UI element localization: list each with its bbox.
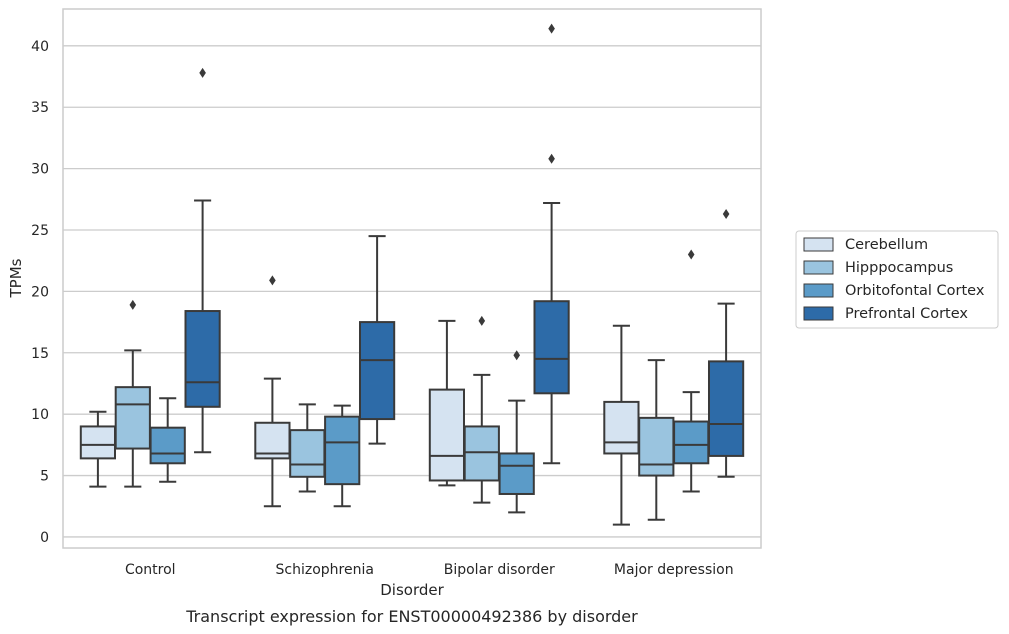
- box-plot: [149, 397, 186, 483]
- gridlines: [63, 45, 761, 538]
- plot-frame: [62, 8, 762, 549]
- box: [463, 425, 500, 482]
- box-plot: [358, 235, 396, 445]
- legend-label: Orbitofontal Cortex: [845, 283, 985, 299]
- legend: Cerebellum Hipppocampus Orbitofontal Corte…: [795, 230, 999, 329]
- box-plot: [184, 67, 221, 454]
- outlier-marker: [548, 23, 555, 34]
- box-plot: [498, 350, 535, 514]
- outlier-marker: [478, 315, 486, 326]
- box-plot: [289, 403, 326, 493]
- outlier-marker: [687, 249, 695, 260]
- x-tick-label: Major depression: [614, 562, 734, 578]
- legend-label: Cerebellum: [845, 237, 928, 253]
- y-tick-label: 20: [31, 284, 49, 300]
- box-plot: [638, 359, 675, 521]
- legend-label: Prefrontal Cortex: [845, 306, 968, 322]
- y-tick-label: 30: [31, 162, 49, 178]
- box-plot: [533, 23, 570, 465]
- outlier-marker: [129, 299, 137, 310]
- x-axis-label: Disorder: [380, 581, 444, 599]
- outlier-marker: [548, 153, 555, 164]
- box: [603, 400, 640, 455]
- x-tick-label: Control: [125, 562, 176, 578]
- box: [184, 310, 221, 408]
- y-tick-label: 0: [40, 530, 49, 546]
- box: [498, 452, 535, 495]
- y-tick-label: 40: [31, 39, 49, 55]
- box-plot: [673, 249, 710, 493]
- box: [324, 415, 361, 486]
- box: [289, 429, 326, 478]
- chart-caption: Transcript expression for ENST0000049238…: [185, 607, 638, 626]
- box: [673, 420, 710, 465]
- legend-swatch: [803, 283, 834, 298]
- box-layer: [79, 23, 745, 526]
- box: [358, 321, 396, 421]
- box: [638, 416, 675, 477]
- tick-labels: 0 5 10 15 20 25 30 35 40 Control Schizophrenia Bipo…: [31, 39, 733, 578]
- box-plot: [324, 404, 361, 508]
- y-tick-label: 15: [31, 346, 49, 362]
- box: [254, 421, 291, 460]
- box: [114, 386, 151, 450]
- x-tick-label: Bipolar disorder: [444, 562, 555, 578]
- legend-frame: [795, 230, 999, 329]
- y-axis-label: TPMs: [7, 258, 25, 298]
- outlier-marker: [513, 350, 520, 361]
- y-tick-label: 10: [31, 407, 49, 423]
- box: [707, 360, 745, 457]
- legend-swatch: [803, 306, 834, 321]
- box: [149, 426, 186, 465]
- y-tick-label: 5: [40, 469, 49, 485]
- box-plot: [603, 324, 640, 526]
- legend-label: Hipppocampus: [845, 260, 953, 276]
- x-tick-label: Schizophrenia: [276, 562, 374, 578]
- legend-items: Cerebellum Hipppocampus Orbitofontal Corte…: [803, 237, 985, 322]
- box-plot: [707, 209, 745, 478]
- box-plot: [114, 299, 151, 488]
- box: [533, 300, 570, 395]
- box: [79, 425, 117, 460]
- legend-swatch: [803, 237, 834, 252]
- outlier-marker: [269, 275, 276, 286]
- legend-swatch: [803, 260, 834, 275]
- box-plot: [463, 315, 500, 504]
- box-plot: [254, 275, 291, 508]
- y-tick-label: 35: [31, 100, 49, 116]
- box-plot: [428, 319, 466, 487]
- outlier-marker: [722, 209, 730, 220]
- y-tick-label: 25: [31, 223, 49, 239]
- box: [428, 388, 466, 482]
- outlier-marker: [199, 67, 206, 78]
